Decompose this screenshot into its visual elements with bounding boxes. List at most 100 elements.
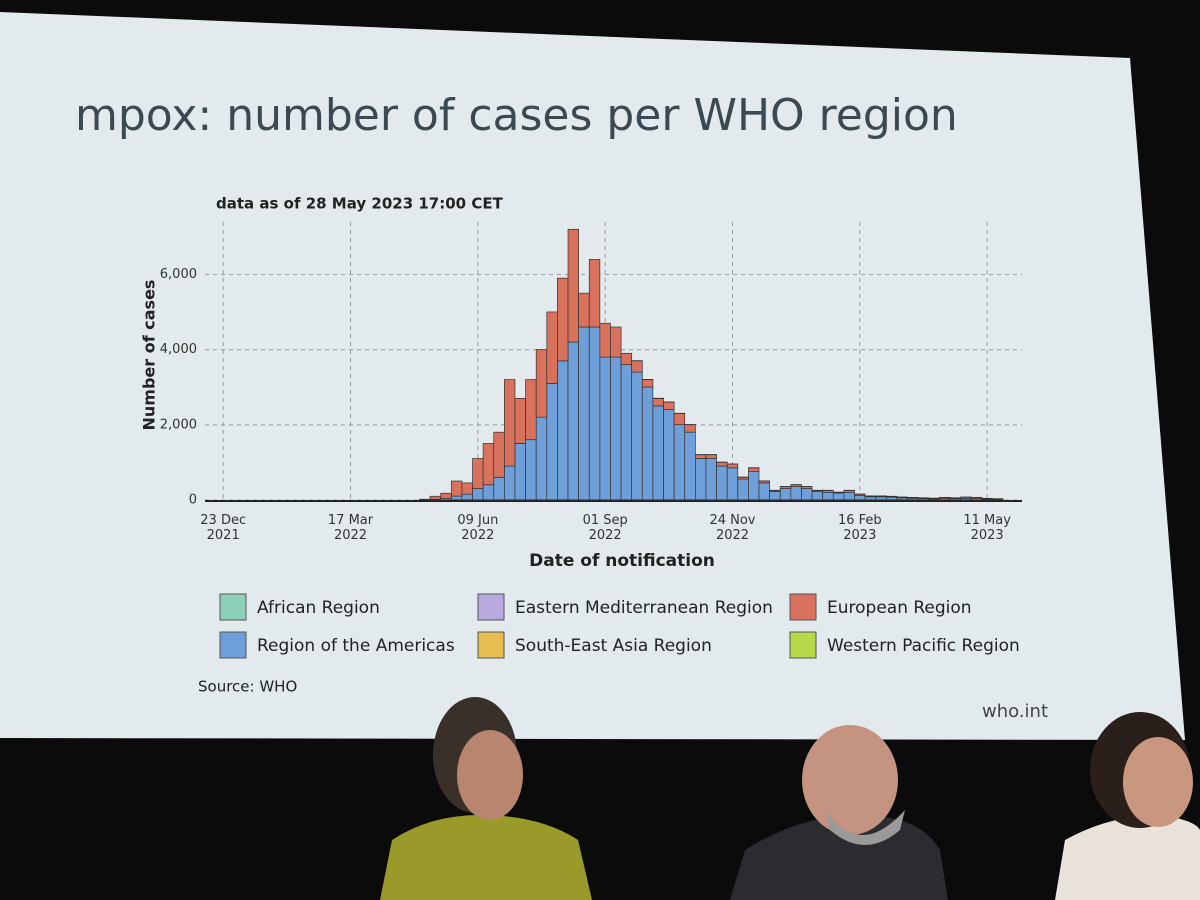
x-tick-label: 11 May 2023 <box>963 513 1011 543</box>
legend-label: European Region <box>827 598 972 618</box>
bar-segment <box>790 486 802 501</box>
bar-segment <box>450 495 463 501</box>
bar-segment <box>684 424 696 433</box>
bar-segment <box>695 454 707 459</box>
legend-label: Eastern Mediterranean Region <box>515 598 773 618</box>
bar-segment <box>578 326 590 501</box>
bar-segment <box>673 424 686 501</box>
bar-segment <box>429 495 442 500</box>
person-face <box>1123 737 1193 827</box>
person-body <box>730 815 948 900</box>
bar-segment <box>885 496 898 501</box>
bar-segment <box>748 467 760 472</box>
bar-segment <box>779 488 792 501</box>
bar-segment <box>843 491 855 501</box>
bar-segment <box>535 416 548 501</box>
bar-segment <box>482 443 495 486</box>
bar-segment <box>546 383 558 501</box>
bar-segment <box>461 482 473 495</box>
bar-segment <box>578 292 590 328</box>
bar-segment <box>811 491 824 501</box>
bar-segment <box>641 379 654 388</box>
bar-segment <box>716 465 728 501</box>
x-tick-label: 24 Nov 2022 <box>709 513 755 543</box>
bar-segment <box>588 259 601 328</box>
bar-segment <box>641 386 654 501</box>
bar-segment <box>514 398 526 444</box>
bar-segment <box>684 431 696 501</box>
legend-label: African Region <box>257 598 380 618</box>
bar-segment <box>854 494 866 501</box>
y-axis-label: Number of cases <box>140 280 159 431</box>
legend-swatch <box>477 631 505 659</box>
x-tick-label: 17 Mar 2022 <box>328 513 374 543</box>
person-head <box>802 725 898 835</box>
bar-segment <box>652 405 664 501</box>
legend-swatch <box>789 593 817 621</box>
bar-segment <box>663 401 675 410</box>
bar-segment <box>673 413 686 426</box>
bar-segment <box>557 360 569 501</box>
bar-segment <box>769 491 781 501</box>
bar-segment <box>525 439 537 501</box>
bar-segment <box>535 349 548 418</box>
bar-segment <box>620 364 633 501</box>
bar-segment <box>631 371 643 501</box>
bar-segment <box>663 409 675 501</box>
person-body <box>1055 815 1200 900</box>
source-note: Source: WHO <box>198 678 297 696</box>
bar-segment <box>758 482 770 501</box>
bar-segment <box>450 480 463 497</box>
bar-segment <box>599 356 611 501</box>
bar-segment <box>567 341 579 501</box>
legend-label: Western Pacific Region <box>827 636 1020 656</box>
x-axis-label: Date of notification <box>529 551 715 571</box>
bar-segment <box>472 488 484 501</box>
bar-segment <box>726 463 739 469</box>
slide-footer: who.int <box>982 701 1048 722</box>
chart-subtitle: data as of 28 May 2023 17:00 CET <box>216 195 504 213</box>
bar-segment <box>620 352 633 365</box>
legend-swatch <box>477 593 505 621</box>
bar-segment <box>599 322 611 358</box>
x-tick-label: 16 Feb 2023 <box>838 513 882 543</box>
x-tick-label: 23 Dec 2021 <box>200 513 246 543</box>
bar-segment <box>610 326 622 358</box>
bar-segment <box>737 478 749 501</box>
bar-segment <box>482 484 495 501</box>
bar-segment <box>864 496 877 501</box>
bar-segment <box>514 443 526 501</box>
bar-segment <box>493 476 505 501</box>
bar-segment <box>875 496 887 501</box>
audience-panel <box>380 697 1200 900</box>
y-tick-label: 0 <box>189 493 197 508</box>
bar-segment <box>546 311 558 384</box>
bar-segment <box>440 492 452 499</box>
person-face <box>457 730 523 820</box>
plot: 0 2,000 4,000 6,000 23 Dec 2021 17 Mar 2022 09 J… <box>160 222 1022 543</box>
bar-segment <box>567 228 579 343</box>
bar-segment <box>504 465 516 501</box>
bar-segment <box>801 488 813 501</box>
y-tick-label: 2,000 <box>160 417 197 432</box>
bar-segment <box>832 492 845 501</box>
bar-segment <box>557 277 569 362</box>
person-body <box>380 815 592 900</box>
bar-segment <box>610 356 622 501</box>
x-tick-label: 01 Sep 2022 <box>583 513 628 543</box>
bar-segment <box>472 458 484 489</box>
bar-segment <box>525 379 537 441</box>
bar-segment <box>705 454 717 459</box>
bar-segment <box>716 461 728 467</box>
bar-segment <box>705 458 717 501</box>
bar-segment <box>419 498 431 501</box>
bar-segment <box>504 379 516 467</box>
bar-segment <box>461 493 473 501</box>
bar-segment <box>493 431 505 478</box>
legend-label: South-East Asia Region <box>515 636 712 656</box>
legend-swatch <box>789 631 817 659</box>
bar-segment <box>822 491 834 501</box>
slide-title: mpox: number of cases per WHO region <box>75 90 958 141</box>
